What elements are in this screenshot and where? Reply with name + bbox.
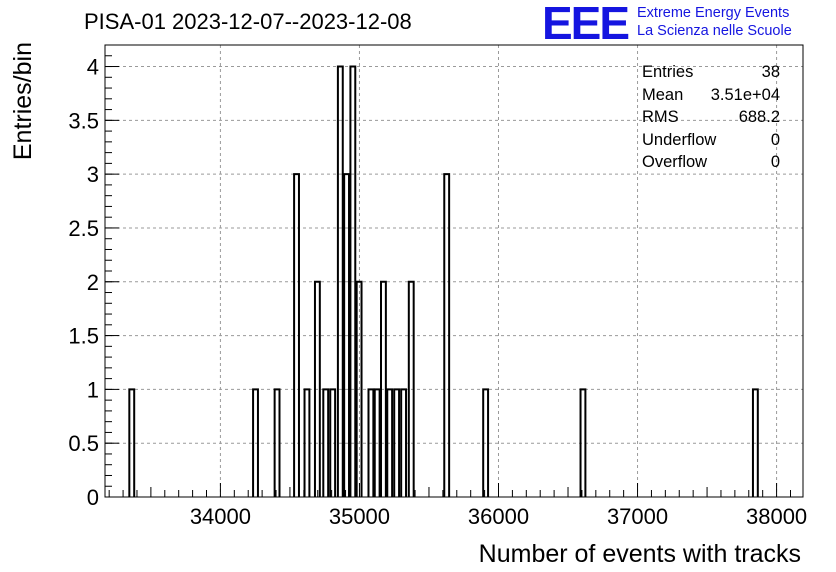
x-tick-label: 36000 <box>468 504 529 529</box>
stat-label: Entries <box>642 63 694 81</box>
stat-value: 0 <box>770 130 780 149</box>
histogram-bin <box>355 280 363 497</box>
stat-value: 0 <box>770 153 780 172</box>
eee-logo: EEE <box>542 0 630 49</box>
stat-label: RMS <box>642 108 679 127</box>
stat-rms: RMS 688.2 <box>642 106 780 129</box>
histogram-bin <box>367 388 375 497</box>
y-tick-label: 0 <box>87 485 99 510</box>
x-tick-label: 37000 <box>607 504 668 529</box>
stat-overflow: Overflow 0 <box>642 151 780 174</box>
x-axis-label: Number of events with tracks <box>479 540 801 568</box>
histogram-bin <box>579 388 587 497</box>
logo-line-2: La Scienza nelle Scuole <box>637 23 792 39</box>
histogram-bin <box>393 388 401 497</box>
histogram-bin <box>349 65 357 497</box>
x-tick-label: 35000 <box>329 504 390 529</box>
stat-underflow: Underflow 0 <box>642 129 780 152</box>
histogram-bin <box>322 388 330 497</box>
histogram-bin <box>329 388 337 497</box>
histogram-bin <box>252 388 259 497</box>
stat-value: 38 <box>761 63 780 81</box>
histogram-bin <box>482 388 490 497</box>
histogram-bin <box>273 388 281 497</box>
histogram-bin <box>128 388 136 497</box>
chart-title: PISA-01 2023-12-07--2023-12-08 <box>84 9 412 34</box>
histogram-bin <box>313 280 321 497</box>
y-axis-label: Entries/bin <box>9 42 37 160</box>
eee-logo-text: Extreme Energy Events La Scienza nelle S… <box>637 4 792 40</box>
stat-label: Mean <box>642 85 684 104</box>
histogram-bin <box>443 173 451 497</box>
histogram-bin <box>373 388 381 497</box>
x-tick-label: 34000 <box>190 504 251 529</box>
y-tick-label: 0.5 <box>68 431 99 456</box>
histogram-bin <box>303 388 311 497</box>
histogram-bin <box>751 388 759 497</box>
y-tick-label: 2 <box>87 270 99 295</box>
stat-value: 688.2 <box>738 108 780 127</box>
stat-label: Overflow <box>642 153 708 172</box>
y-tick-label: 3 <box>87 162 99 187</box>
histogram-bin <box>400 388 408 497</box>
stat-label: Underflow <box>642 130 717 149</box>
histogram-bin <box>343 173 351 497</box>
stat-value: 3.51e+04 <box>710 85 780 104</box>
stats-box: Entries 38 Mean 3.51e+04 RMS 688.2 Under… <box>642 61 780 174</box>
y-tick-label: 4 <box>87 55 99 80</box>
histogram-bin <box>380 280 387 497</box>
stat-entries: Entries 38 <box>642 61 780 84</box>
histogram-bin <box>336 65 344 497</box>
y-tick-label: 3.5 <box>68 108 99 133</box>
y-tick-label: 1 <box>87 377 99 402</box>
x-tick-label: 38000 <box>746 504 807 529</box>
y-tick-label: 2.5 <box>68 216 99 241</box>
histogram-bin <box>407 280 415 497</box>
stat-mean: Mean 3.51e+04 <box>642 84 780 107</box>
y-tick-label: 1.5 <box>68 324 99 349</box>
histogram-bin <box>386 388 394 497</box>
logo-line-1: Extreme Energy Events <box>637 5 790 21</box>
histogram-bin <box>293 173 300 497</box>
